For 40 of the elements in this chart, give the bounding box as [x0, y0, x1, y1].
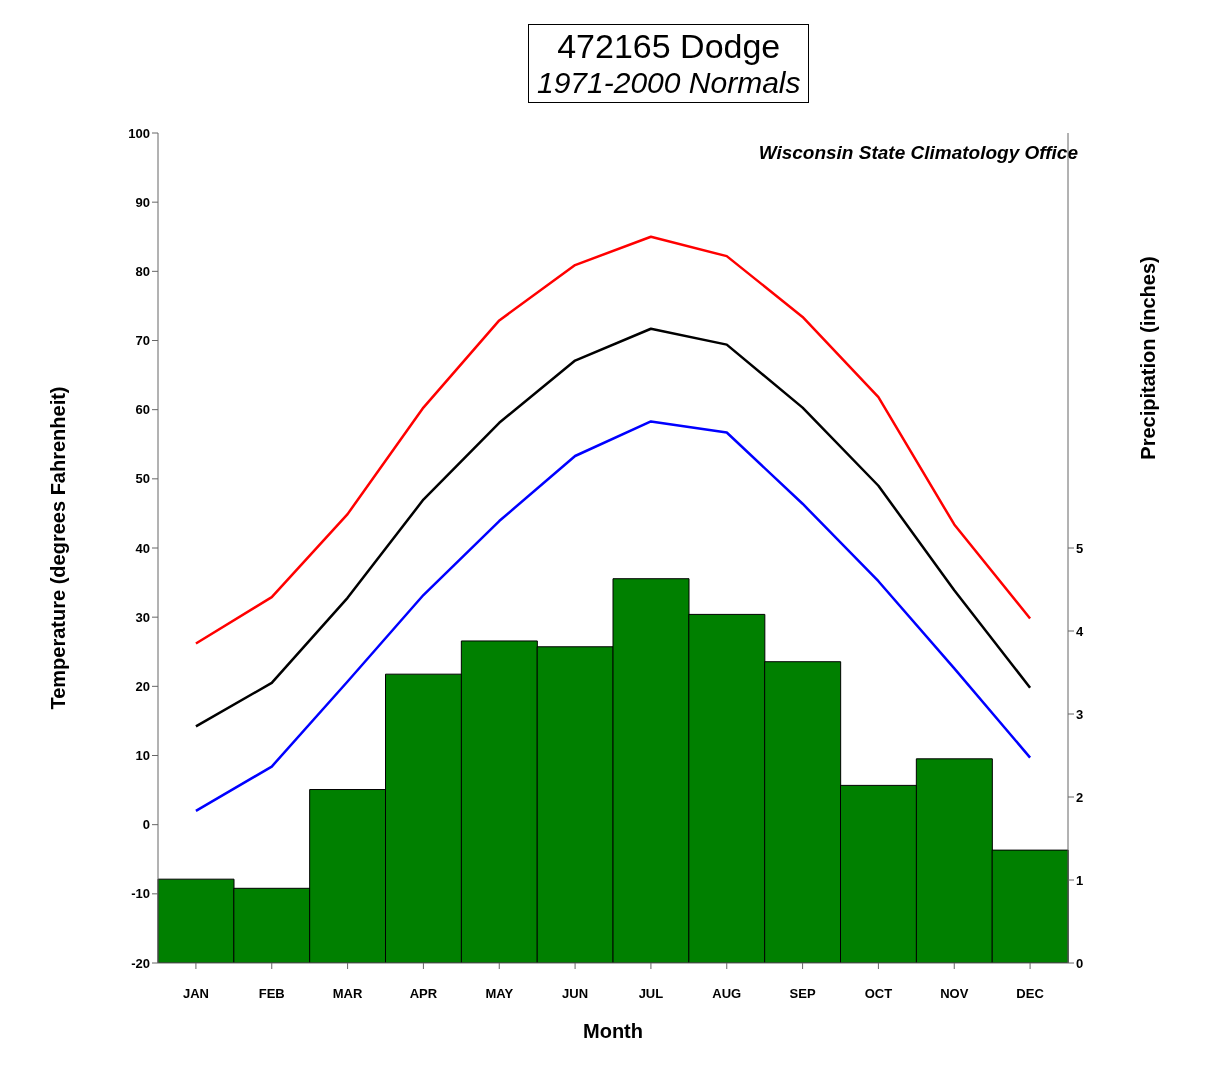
x-tick-label: MAR	[332, 986, 363, 1002]
y-tick-label: 20	[135, 678, 150, 694]
y2-tick-label: 0	[1076, 955, 1084, 971]
annotation: Wisconsin State Climatology Office	[758, 142, 1078, 164]
x-axis-title: Month	[583, 1020, 643, 1042]
x-tick-label: MAY	[485, 986, 514, 1002]
y2-tick-label: 5	[1076, 540, 1084, 556]
y-tick-label: 40	[135, 540, 150, 556]
y-tick-label: -10	[131, 886, 150, 902]
y2-tick-label: 3	[1076, 706, 1084, 722]
y2-axis-title: Precipitation (inches)	[1137, 256, 1160, 460]
y-tick-label: 70	[135, 333, 150, 349]
y2-tick-label: 1	[1076, 872, 1084, 888]
x-tick-label: SEP	[789, 986, 816, 1002]
x-tick-label: AUG	[712, 986, 742, 1002]
line-series	[194, 327, 1032, 728]
chart-title: 472165 Dodge	[556, 27, 782, 66]
y-tick-label: 50	[135, 471, 150, 487]
y-tick-label: 0	[142, 817, 150, 833]
y-tick-label: 80	[135, 263, 150, 279]
y-tick-label: 10	[135, 748, 150, 764]
y-tick-label: 90	[135, 194, 150, 210]
line-series	[194, 235, 1032, 645]
x-tick-label: NOV	[940, 986, 969, 1002]
chart-subtitle: 1971-2000 Normals	[537, 66, 801, 100]
y2-tick-label: 4	[1076, 623, 1084, 639]
x-tick-label: JUL	[638, 986, 664, 1002]
y-axis-title: Temperature (degrees Fahrenheit)	[47, 386, 70, 710]
x-tick-label: DEC	[1016, 986, 1045, 1002]
y-tick-label: -20	[131, 955, 150, 971]
x-tick-label: OCT	[864, 986, 893, 1002]
y-tick-label: 60	[135, 402, 150, 418]
y-tick-label: 100	[128, 125, 150, 141]
x-tick-label: JUN	[562, 986, 589, 1002]
line-series	[194, 420, 1032, 813]
x-tick-label: JAN	[182, 986, 209, 1002]
x-tick-label: APR	[409, 986, 438, 1002]
x-tick-label: FEB	[258, 986, 285, 1002]
y2-tick-label: 2	[1076, 789, 1084, 805]
y-tick-label: 30	[135, 609, 150, 625]
